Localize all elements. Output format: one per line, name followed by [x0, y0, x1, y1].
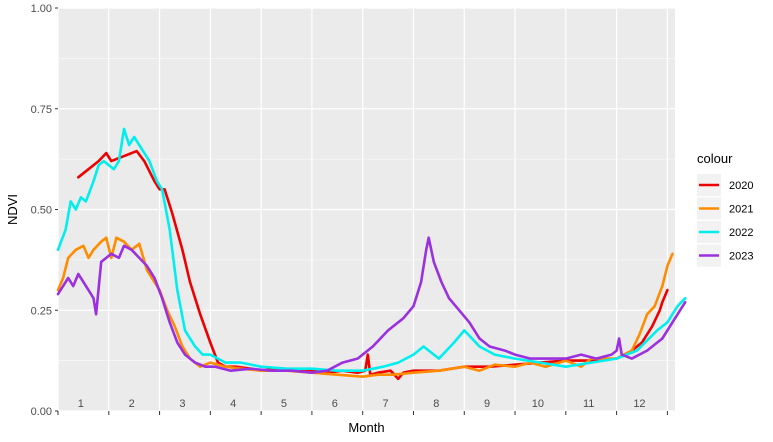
- series-lines: [56, 127, 687, 381]
- x-axis-title: Month: [348, 420, 384, 435]
- series-line-2022: [56, 127, 687, 372]
- month-label: 1: [78, 398, 84, 410]
- y-tick-label: 1.00: [31, 3, 52, 15]
- month-label: 3: [179, 398, 185, 410]
- month-label: 6: [332, 398, 338, 410]
- month-label: 5: [281, 398, 287, 410]
- month-label: 10: [532, 398, 544, 410]
- y-tick-label: 0.25: [31, 305, 52, 317]
- month-label: 2: [129, 398, 135, 410]
- month-label: 11: [583, 398, 594, 410]
- legend-title: colour: [697, 151, 733, 166]
- month-label: 9: [484, 398, 490, 410]
- series-line-2023: [56, 236, 687, 374]
- y-axis-title: NDVI: [5, 194, 20, 225]
- month-label: 12: [633, 398, 645, 410]
- y-tick-label: 0.75: [31, 104, 52, 116]
- legend: colour 2020 2021 2022 2023: [697, 151, 753, 267]
- month-label: 4: [230, 398, 236, 410]
- legend-label-2020: 2020: [729, 180, 753, 192]
- axes: 0.000.250.500.751.001 2 3 4 5 6 7 8 9 10 11 12: [31, 3, 668, 418]
- legend-label-2021: 2021: [729, 204, 753, 216]
- month-label: 8: [433, 398, 439, 410]
- legend-label-2022: 2022: [729, 227, 753, 239]
- y-tick-label: 0.00: [31, 406, 52, 418]
- legend-label-2023: 2023: [729, 251, 753, 263]
- y-tick-label: 0.50: [31, 205, 52, 217]
- month-label: 7: [382, 398, 388, 410]
